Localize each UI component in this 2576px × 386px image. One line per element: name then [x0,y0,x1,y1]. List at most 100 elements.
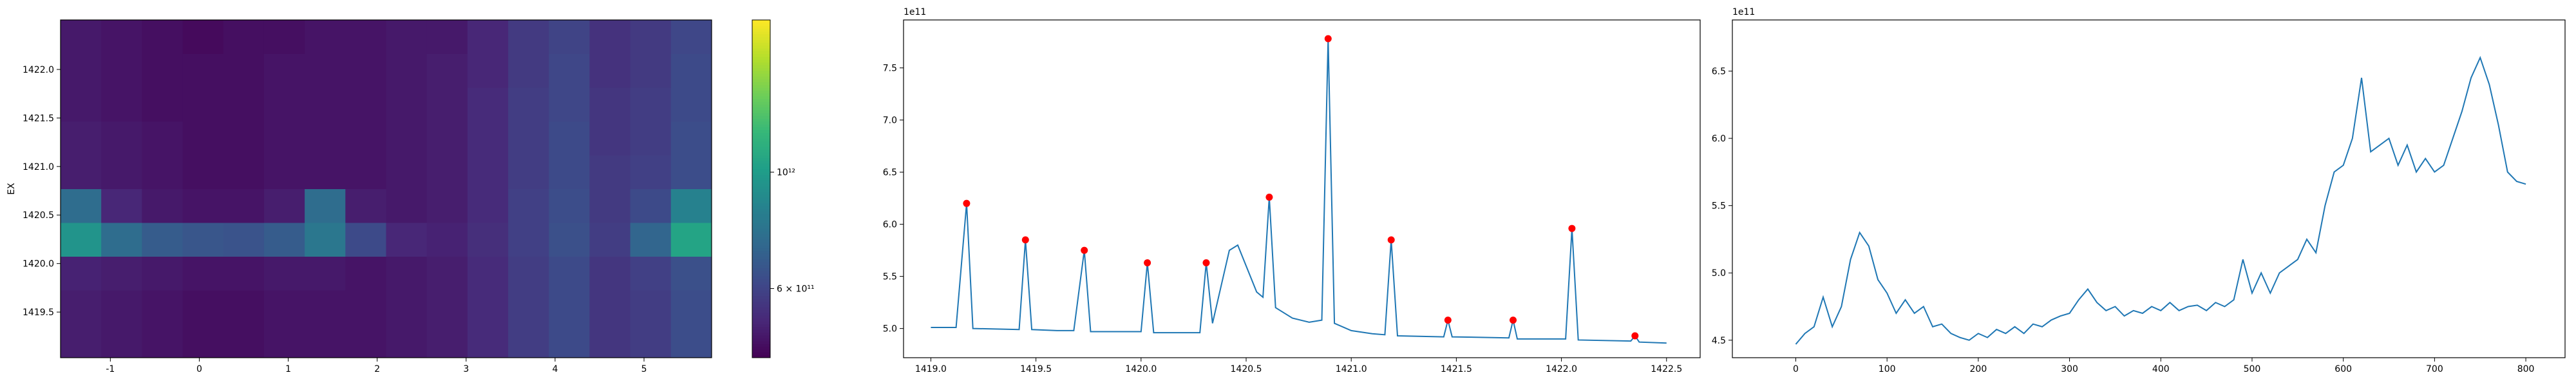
colorbar-step [752,39,770,43]
heatmap-cell [589,223,631,257]
x-tick-label: 0 [196,364,202,374]
heatmap-cell [61,324,102,358]
colorbar-step [752,183,770,187]
data-line [1795,55,2526,345]
heatmap-cell [345,223,386,257]
heatmap-cell [508,223,549,257]
heatmap-cell [549,155,590,189]
heatmap-cell [305,290,346,324]
colorbar-step [752,33,770,37]
heatmap-cell [630,53,672,88]
colorbar-step [752,234,770,237]
x-tick-label: 100 [1879,364,1896,374]
peak-marker [1081,246,1088,254]
plot-frame [903,19,1701,358]
heatmap-cell [508,87,549,122]
colorbar-step [752,239,770,243]
colorbar-step [752,340,770,344]
colorbar-step [752,259,770,262]
heatmap-cell [630,188,672,223]
plot-frame [1732,19,2566,358]
colorbar-step [752,326,770,330]
heatmap-cell [182,188,224,223]
x-tick-label: 1420.5 [1231,364,1262,374]
heatmap-cell [305,324,346,358]
colorbar-step [752,299,770,302]
heatmap-cell [630,87,672,122]
heatmap-cell [386,121,428,156]
colorbar-step [752,245,770,248]
heatmap-cell [508,256,549,291]
heatmap-cell [670,53,712,88]
colorbar-step [752,45,770,49]
heatmap-cell [305,87,346,122]
colorbar-step [752,352,770,356]
colorbar-step [752,214,770,217]
heatmap-cell [345,121,386,156]
colorbar-step [752,110,770,113]
heatmap-cell [263,20,305,54]
heatmap-cell [263,155,305,189]
y-tick-label: 1422.0 [23,65,54,75]
heatmap-cell [467,155,509,189]
x-tick-label: 5 [641,364,647,374]
heatmap-cell [508,290,549,324]
colorbar-step [752,270,770,274]
heatmap-cell [467,121,509,156]
heatmap-cell [305,155,346,189]
heatmap-cell [549,121,590,156]
colorbar-step [752,98,770,102]
colorbar-step [752,107,770,111]
colorbar-step [752,284,770,288]
colorbar-step [752,324,770,327]
colorbar-step [752,149,770,153]
heatmap-cell [142,53,184,88]
colorbar-step [752,78,770,82]
colorbar-step [752,158,770,161]
peak-marker [1202,259,1210,267]
colorbar-step [752,163,770,167]
offset-label: 1e11 [1732,7,1755,17]
colorbar-step [752,104,770,108]
y-tick-label: 5.0 [1712,268,1726,279]
colorbar-step [752,205,770,209]
heatmap-cell [589,188,631,223]
colorbar-step [752,276,770,279]
heatmap-cell [61,87,102,122]
heatmap-cell [142,155,184,189]
y-tick-label: 6.0 [883,220,897,230]
colorbar-step [752,335,770,338]
heatmap-cell [101,223,142,257]
colorbar-step [752,219,770,223]
heatmap-cell [101,188,142,223]
heatmap-cell [549,188,590,223]
heatmap-cell [589,20,631,54]
x-tick-label: 800 [2517,364,2535,374]
colorbar-step [752,48,770,51]
colorbar-step [752,146,770,150]
heatmap-cell [345,256,386,291]
colorbar-step [752,197,770,201]
y-tick-label: 1421.5 [23,113,54,124]
heatmap-cell [182,223,224,257]
colorbar-step [752,121,770,125]
colorbar-step [752,225,770,229]
heatmap-cell [142,188,184,223]
heatmap-cell [223,155,265,189]
plot-frame [60,19,712,358]
x-tick-label: 1419.0 [915,364,947,374]
colorbar-step [752,93,770,96]
heatmap-cell [589,155,631,189]
colorbar-step [752,90,770,94]
colorbar-step [752,166,770,170]
heatmap-cell [101,53,142,88]
colorbar-step [752,25,770,29]
colorbar-step [752,96,770,99]
colorbar-step [752,87,770,91]
colorbar-step [752,191,770,195]
heatmap-cell [670,290,712,324]
heatmap-cell [223,20,265,54]
colorbar-step [752,203,770,207]
peak-marker [1568,225,1576,232]
colorbar-step [752,129,770,133]
